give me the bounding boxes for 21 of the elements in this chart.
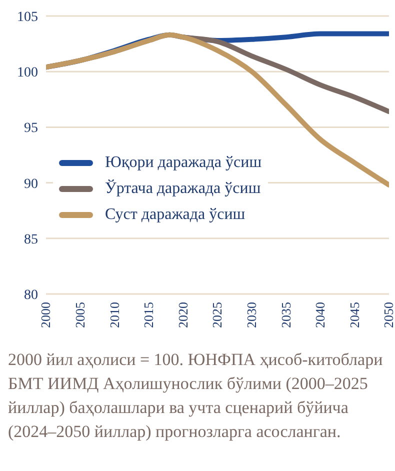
y-tick-label: 100 [17, 66, 38, 81]
y-tick-label: 80 [24, 288, 38, 303]
x-tick-label: 2030 [244, 302, 260, 328]
x-tick-label: 2050 [381, 302, 395, 328]
legend-label: Суст даражада ўсиш [105, 206, 246, 224]
x-tick-label: 2015 [141, 302, 156, 328]
legend-label: Юқори даражада ўсиш [105, 154, 262, 172]
legend-label: Ўртача даражада ўсиш [105, 180, 261, 198]
x-tick-label: 2035 [278, 302, 294, 328]
x-tick-label: 2045 [346, 302, 362, 328]
y-tick-label: 85 [24, 232, 38, 248]
x-tick-label: 2025 [210, 302, 225, 328]
x-tick-label: 2020 [175, 302, 190, 328]
y-tick-label: 105 [17, 10, 38, 25]
x-tick-label: 2010 [106, 302, 122, 328]
text: 2000 йил аҳолиси = 100. ЮНФПА ҳисоб-китоблари БМТ ИИМД Аҳолишунослик бўлими (2000–2025 йиллар) баҳолашлари ва учта сценарий бўйича (2024–2050 йиллар) прогнозларга асосланган. [8, 349, 384, 443]
x-tick-label: 2005 [72, 302, 88, 328]
x-tick-label: 2000 [38, 302, 54, 328]
x-tick-label: 2040 [312, 302, 328, 328]
y-tick-label: 95 [24, 121, 38, 136]
y-tick-label: 90 [24, 176, 38, 192]
